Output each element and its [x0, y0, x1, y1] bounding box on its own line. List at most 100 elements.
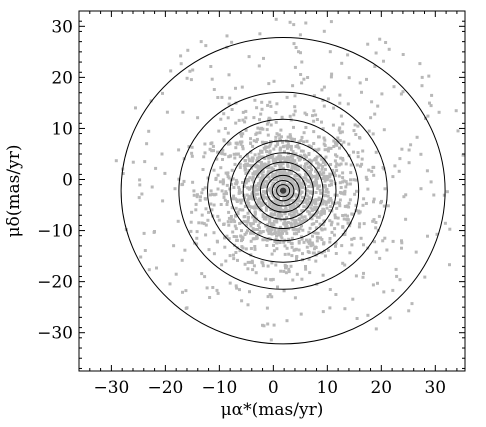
scatter-point — [297, 248, 301, 252]
scatter-point — [314, 183, 318, 187]
scatter-point — [373, 112, 377, 116]
scatter-point — [318, 170, 322, 174]
scatter-point — [297, 140, 301, 144]
scatter-point — [362, 197, 366, 201]
scatter-point — [221, 148, 225, 152]
scatter-point — [252, 139, 256, 143]
scatter-point — [275, 156, 279, 160]
scatter-point — [255, 137, 259, 141]
scatter-point — [183, 248, 187, 252]
scatter-point — [372, 200, 375, 204]
scatter-point — [334, 215, 338, 219]
scatter-point — [155, 266, 158, 270]
scatter-point — [322, 175, 326, 179]
scatter-point — [274, 120, 278, 124]
scatter-point — [199, 195, 202, 199]
scatter-point — [346, 221, 350, 225]
scatter-point — [217, 218, 221, 222]
scatter-point — [149, 99, 153, 103]
scatter-point — [182, 179, 186, 183]
scatter-point — [272, 79, 276, 83]
scatter-point — [200, 191, 204, 195]
scatter-point — [280, 236, 284, 240]
scatter-point — [300, 277, 304, 281]
scatter-point — [304, 126, 308, 129]
scatter-point — [244, 159, 247, 162]
scatter-point — [233, 220, 237, 224]
scatter-point — [260, 107, 264, 111]
scatter-point — [334, 293, 338, 296]
scatter-point — [227, 102, 231, 106]
scatter-point — [361, 275, 365, 279]
scatter-point — [297, 178, 301, 182]
scatter-point — [251, 197, 255, 201]
scatter-point — [314, 158, 318, 162]
scatter-point — [268, 227, 272, 231]
scatter-point — [243, 178, 247, 182]
scatter-point — [310, 190, 314, 194]
scatter-point — [249, 195, 253, 199]
scatter-point — [251, 222, 255, 226]
scatter-point — [274, 263, 278, 267]
scatter-point — [252, 116, 256, 120]
scatter-point — [271, 172, 275, 176]
scatter-point — [325, 200, 329, 204]
scatter-point — [201, 168, 205, 171]
scatter-point — [448, 227, 452, 231]
scatter-point — [320, 157, 324, 161]
scatter-point — [246, 202, 250, 206]
scatter-point — [223, 198, 227, 202]
scatter-point — [289, 224, 293, 228]
scatter-point — [200, 213, 204, 217]
scatter-point — [340, 61, 344, 65]
scatter-point — [256, 228, 259, 231]
scatter-point — [270, 252, 274, 256]
scatter-point — [326, 248, 330, 252]
scatter-point — [257, 181, 261, 185]
scatter-point — [369, 116, 373, 120]
scatter-point — [301, 209, 305, 212]
scatter-point — [284, 206, 288, 210]
scatter-point — [333, 174, 337, 178]
scatter-point — [347, 76, 351, 80]
scatter-point — [209, 65, 213, 68]
scatter-point — [228, 254, 232, 258]
scatter-point — [308, 271, 312, 275]
scatter-point — [420, 84, 424, 88]
scatter-point — [317, 250, 321, 254]
scatter-point — [282, 289, 286, 293]
scatter-point — [276, 285, 279, 289]
scatter-point — [267, 199, 271, 203]
scatter-point — [373, 65, 377, 68]
scatter-point — [254, 165, 258, 169]
scatter-point — [233, 224, 237, 228]
scatter-point — [121, 172, 125, 175]
scatter-point — [426, 234, 429, 238]
scatter-point — [248, 290, 251, 294]
scatter-point — [292, 125, 295, 129]
scatter-point — [274, 158, 278, 162]
scatter-point — [289, 159, 293, 163]
scatter-point — [220, 263, 224, 267]
scatter-point — [252, 184, 256, 188]
scatter-point — [255, 234, 259, 238]
scatter-point — [240, 299, 244, 303]
scatter-point — [329, 20, 333, 24]
scatter-point — [270, 205, 274, 209]
scatter-point — [233, 156, 237, 160]
scatter-point — [286, 156, 290, 160]
scatter-point — [365, 77, 368, 81]
scatter-point — [323, 185, 327, 189]
scatter-point — [364, 175, 368, 179]
scatter-point — [289, 221, 293, 225]
scatter-point — [309, 171, 312, 175]
scatter-point — [315, 239, 319, 243]
scatter-point — [282, 193, 286, 197]
scatter-point — [315, 208, 319, 212]
scatter-point — [280, 157, 284, 161]
scatter-point — [319, 191, 323, 195]
scatter-point — [257, 199, 261, 203]
scatter-point — [234, 121, 238, 125]
scatter-point — [278, 225, 282, 229]
